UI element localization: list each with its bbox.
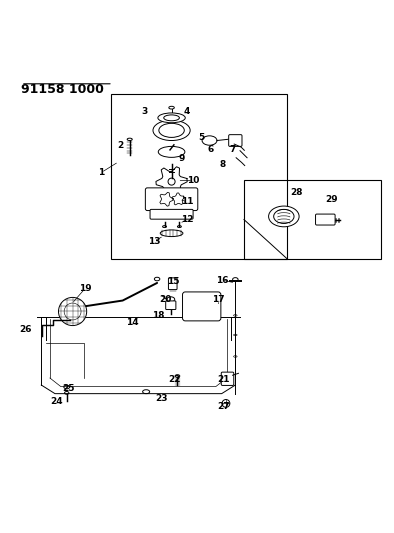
Text: 5: 5 [198, 133, 204, 142]
Ellipse shape [158, 147, 185, 157]
FancyBboxPatch shape [221, 372, 234, 385]
Text: 13: 13 [148, 237, 160, 246]
Text: 27: 27 [217, 402, 230, 411]
Ellipse shape [158, 113, 185, 123]
FancyBboxPatch shape [169, 278, 177, 289]
Text: 11: 11 [181, 197, 193, 206]
Ellipse shape [160, 230, 183, 237]
Ellipse shape [274, 209, 294, 223]
Text: 24: 24 [51, 397, 63, 406]
Text: 6: 6 [208, 144, 214, 154]
FancyBboxPatch shape [150, 209, 193, 219]
Text: 3: 3 [141, 108, 147, 117]
Text: 9: 9 [178, 155, 184, 164]
FancyBboxPatch shape [166, 301, 176, 310]
Text: 28: 28 [290, 188, 303, 197]
Text: 12: 12 [181, 215, 193, 224]
Ellipse shape [154, 277, 160, 281]
Ellipse shape [143, 390, 150, 394]
Ellipse shape [202, 136, 217, 145]
FancyBboxPatch shape [182, 292, 221, 321]
Circle shape [58, 297, 87, 326]
Text: 4: 4 [184, 108, 190, 117]
Text: 7: 7 [229, 144, 235, 154]
Text: 16: 16 [216, 276, 229, 285]
Text: 26: 26 [19, 325, 32, 334]
Ellipse shape [232, 278, 238, 281]
Text: 15: 15 [167, 277, 180, 286]
Text: 17: 17 [212, 295, 225, 304]
Ellipse shape [153, 120, 190, 141]
Text: 2: 2 [117, 141, 124, 150]
Text: 19: 19 [79, 284, 92, 293]
Ellipse shape [269, 206, 299, 227]
Text: 10: 10 [187, 176, 199, 185]
Text: 8: 8 [219, 160, 225, 169]
Text: 20: 20 [160, 295, 172, 304]
Text: 1: 1 [98, 168, 104, 177]
Text: 23: 23 [156, 394, 168, 403]
Text: 22: 22 [169, 375, 181, 384]
Text: 29: 29 [326, 196, 338, 205]
FancyBboxPatch shape [229, 135, 242, 147]
Text: 18: 18 [152, 311, 164, 320]
Text: 91158 1000: 91158 1000 [21, 83, 104, 95]
Text: 21: 21 [217, 375, 230, 384]
Text: 14: 14 [126, 318, 139, 327]
FancyBboxPatch shape [316, 214, 335, 225]
FancyBboxPatch shape [145, 188, 198, 211]
Text: 25: 25 [62, 384, 75, 393]
